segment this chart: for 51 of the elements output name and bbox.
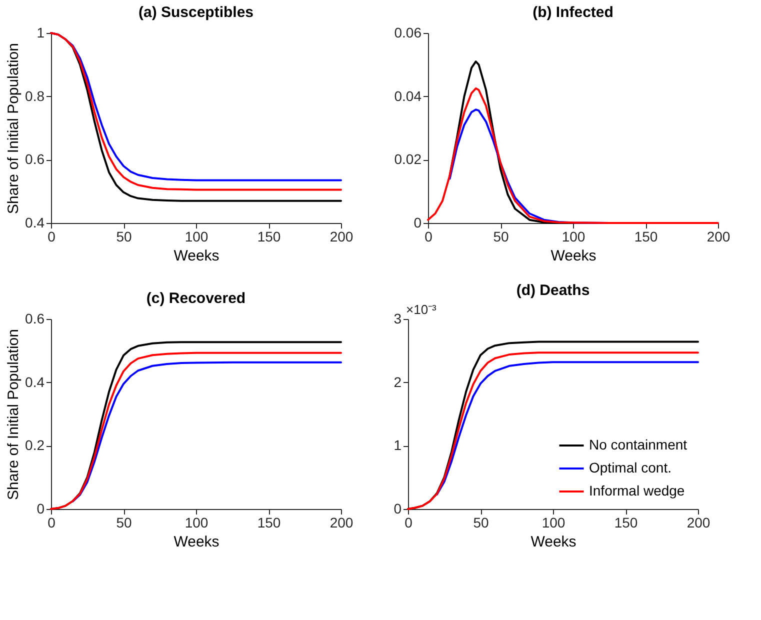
line-series <box>72 361 342 502</box>
x-tick-label: 150 <box>257 228 281 244</box>
y-tick-label: 0.06 <box>394 24 422 40</box>
y-tick-label: 0.4 <box>25 214 45 230</box>
chart-title: (c) Recovered <box>146 290 246 307</box>
y-tick-label: 2 <box>394 374 402 390</box>
y-tick-label: 1 <box>36 24 45 40</box>
x-tick-label: 50 <box>116 514 132 530</box>
chart-title: (a) Susceptibles <box>138 4 254 21</box>
y-tick-label: 0 <box>414 214 422 230</box>
y-tick-label: 0.04 <box>394 88 422 104</box>
x-tick-label: 150 <box>257 514 281 530</box>
legend-label: No containment <box>589 436 688 452</box>
x-tick-label: 200 <box>330 228 354 244</box>
x-tick-label: 100 <box>562 228 586 244</box>
y-tick-label: 0.6 <box>25 310 45 326</box>
x-tick-label: 50 <box>473 514 489 530</box>
x-tick-label: 50 <box>116 228 132 244</box>
line-series <box>448 60 574 224</box>
legend-label: Informal wedge <box>589 482 685 498</box>
y-tick-label: 3 <box>394 310 402 326</box>
y-tick-label: 0.02 <box>394 151 422 168</box>
y-axis-title: Share of Initial Population <box>5 43 22 214</box>
x-tick-label: 100 <box>184 514 208 530</box>
y-tick-label: 0.8 <box>25 88 45 104</box>
chart-title: (d) Deaths <box>516 282 590 299</box>
y-tick-label: 0.4 <box>25 374 45 390</box>
x-tick-label: 200 <box>706 228 730 244</box>
x-tick-label: 0 <box>48 228 56 244</box>
x-axis-title: Weeks <box>530 534 576 550</box>
y-tick-label: 1 <box>394 437 402 454</box>
y-tick-label: 0.6 <box>25 151 45 168</box>
x-tick-label: 200 <box>686 514 710 530</box>
legend-label: Optimal cont. <box>589 460 672 476</box>
x-tick-label: 50 <box>493 228 509 244</box>
x-tick-label: 0 <box>424 228 433 244</box>
y-axis-title: Share of Initial Population <box>5 329 22 500</box>
x-tick-label: 100 <box>184 228 208 244</box>
chart-title: (b) Infected <box>532 4 614 21</box>
x-tick-label: 0 <box>48 514 56 530</box>
y-tick-label: 0 <box>36 500 45 516</box>
x-axis-title: Weeks <box>174 534 220 550</box>
y-tick-label: 0.2 <box>25 437 45 454</box>
x-tick-label: 150 <box>614 514 638 530</box>
x-axis-title: Weeks <box>174 248 220 264</box>
x-tick-label: 100 <box>542 514 566 530</box>
x-tick-label: 200 <box>330 514 354 530</box>
text: ×10⁻³ <box>406 302 438 317</box>
x-tick-label: 150 <box>634 228 658 244</box>
x-axis-title: Weeks <box>550 248 596 264</box>
y-tick-label: 0 <box>394 500 402 516</box>
